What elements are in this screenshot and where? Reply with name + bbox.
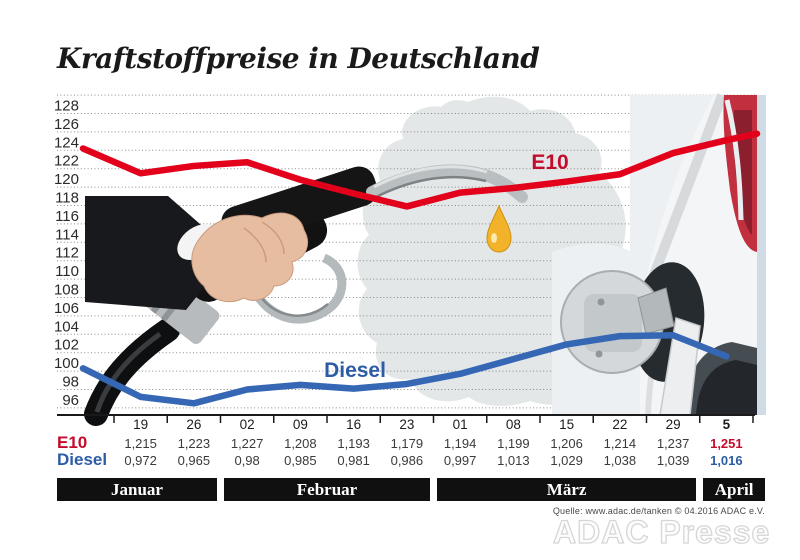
- date-label: 23: [399, 417, 415, 432]
- diesel-value: 0,972: [124, 453, 157, 468]
- date-label: 02: [239, 417, 255, 432]
- y-tick-label: 124: [54, 134, 79, 151]
- car-rear-with-open-fuel-door-illustration: [552, 93, 766, 416]
- y-tick-label: 118: [55, 190, 79, 207]
- diesel-value: 0,997: [443, 453, 477, 468]
- diesel-value: 1,038: [603, 453, 637, 468]
- photo-edge: [757, 95, 766, 415]
- x-axis: [57, 414, 755, 423]
- e10-value: 1,179: [390, 436, 424, 451]
- chart-title: Kraftstoffpreise in Deutschland: [57, 42, 540, 75]
- y-tick-label: 116: [55, 208, 79, 225]
- date-label: 22: [612, 417, 628, 432]
- fuel-drop-icon: [486, 204, 512, 253]
- e10-value: 1,193: [337, 436, 370, 451]
- diesel-value: 0,981: [337, 453, 370, 468]
- y-tick-label: 98: [62, 374, 79, 391]
- e10-value: 1,223: [177, 436, 211, 451]
- y-tick-label: 104: [54, 318, 79, 335]
- e10-value: 1,251: [710, 436, 743, 451]
- e10-value: 1,237: [656, 436, 690, 451]
- diesel-value: 0,98: [234, 453, 260, 468]
- y-tick-label: 112: [55, 245, 79, 262]
- data-lines: [79, 130, 761, 407]
- date-label: 16: [346, 417, 362, 432]
- e10-value: 1,215: [124, 436, 157, 451]
- diesel-price-line: [79, 331, 730, 407]
- e10-value: 1,194: [443, 436, 477, 451]
- month-bar-april: April: [703, 478, 765, 501]
- y-tick-label: 126: [54, 116, 79, 133]
- date-label: 29: [665, 417, 681, 432]
- e10-value: 1,208: [284, 436, 317, 451]
- e10-value: 1,214: [603, 436, 637, 451]
- y-tick-label: 110: [55, 263, 79, 280]
- y-tick-label: 102: [54, 337, 79, 354]
- date-label: 01: [452, 417, 468, 432]
- y-tick-label: 108: [54, 282, 79, 299]
- diesel-value: 1,029: [550, 453, 583, 468]
- month-bar-märz: März: [437, 478, 697, 501]
- month-bar-januar: Januar: [57, 478, 217, 501]
- diesel-value: 0,985: [284, 453, 317, 468]
- e10-line-label: E10: [531, 151, 568, 174]
- e10-value: 1,206: [550, 436, 583, 451]
- diesel-row-label: Diesel: [57, 450, 108, 469]
- date-label: 15: [559, 417, 575, 432]
- e10-value: 1,199: [497, 436, 530, 451]
- y-tick-label: 106: [54, 300, 79, 317]
- diesel-value: 1,013: [497, 453, 530, 468]
- month-bar-februar: Februar: [224, 478, 430, 501]
- e10-value: 1,227: [230, 436, 264, 451]
- hand: [191, 212, 308, 302]
- date-label: 19: [133, 417, 149, 432]
- e10-row-label: E10: [57, 433, 88, 452]
- y-tick-label: 114: [55, 226, 79, 243]
- date-label: 09: [292, 417, 308, 432]
- e10-price-line: [79, 130, 761, 210]
- suit-sleeve: [85, 196, 232, 310]
- y-tick-label: 122: [54, 153, 79, 170]
- adac-presse-watermark: ADAC Presse: [553, 514, 770, 550]
- y-tick-label: 120: [54, 171, 79, 188]
- source-credit: Quelle: www.adac.de/tanken © 04.2016 ADA…: [552, 506, 765, 516]
- diesel-value: 0,965: [177, 453, 211, 468]
- date-label: 08: [505, 417, 521, 432]
- date-label: 5: [722, 417, 731, 432]
- y-tick-label: 96: [62, 392, 79, 409]
- diesel-value: 1,016: [710, 453, 743, 468]
- diesel-value: 0,986: [390, 453, 424, 468]
- date-label: 26: [186, 417, 202, 432]
- y-tick-label: 100: [54, 355, 79, 372]
- y-tick-label: 128: [54, 98, 79, 115]
- diesel-value: 1,039: [656, 453, 690, 468]
- diesel-line-label: Diesel: [324, 359, 386, 382]
